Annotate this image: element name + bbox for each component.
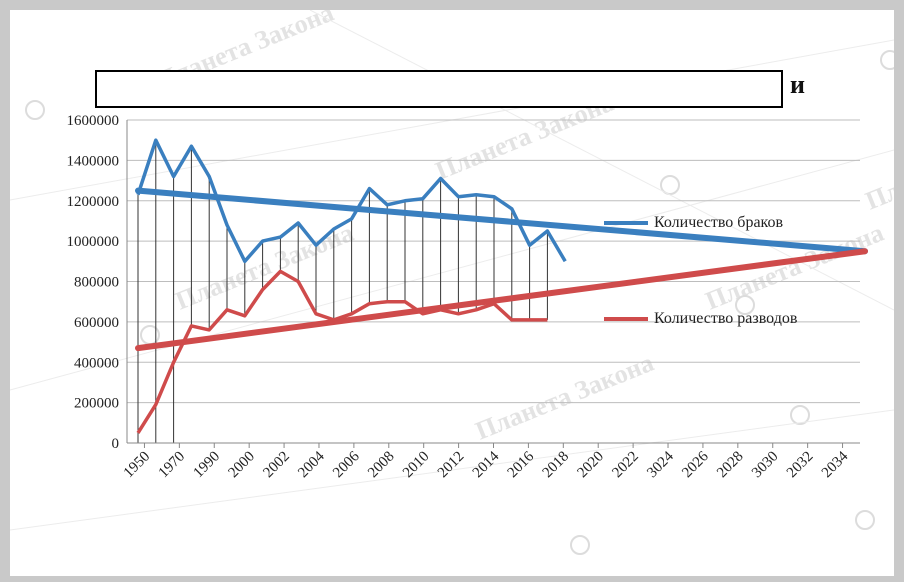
y-tick-label: 800000 [74, 275, 119, 291]
x-tick-label: 2006 [330, 448, 363, 481]
y-tick-label: 200000 [74, 396, 119, 412]
series-line-divorces [136, 269, 548, 434]
x-tick-label: 2008 [365, 449, 398, 482]
y-tick-label: 0 [112, 436, 120, 452]
watermark-logo-icon [735, 295, 755, 315]
x-tick-label: 1990 [191, 449, 224, 482]
y-tick-label: 1000000 [67, 234, 120, 250]
x-tick-label: 2032 [784, 449, 817, 482]
y-tick-label: 600000 [74, 315, 119, 331]
x-tick-label: 3024 [644, 448, 677, 481]
legend-label-marriages: Количество браков [654, 214, 784, 231]
drop-lines [137, 140, 548, 443]
x-tick-label: 1970 [156, 449, 189, 482]
watermark-line [10, 149, 894, 391]
legend-item-divorces: Количество разводов [604, 310, 797, 328]
legend-swatch-marriages [604, 221, 648, 225]
legend-item-marriages: Количество браков [604, 214, 783, 232]
watermark-text: Планета Закона [861, 118, 894, 216]
series-layer [135, 138, 868, 434]
x-tick-label: 2014 [470, 448, 503, 481]
watermark-logo-icon [880, 50, 894, 70]
chart-title-suffix: и [790, 70, 805, 99]
x-tick-label: 2000 [225, 449, 258, 482]
x-tick-label: 2002 [260, 449, 293, 482]
x-tick-label: 2012 [435, 449, 468, 482]
watermark-logo-icon [25, 100, 45, 120]
watermark-logo-icon [660, 175, 680, 195]
legend-swatch-divorces [604, 317, 648, 321]
x-tick-label: 2018 [540, 449, 573, 482]
x-tick-label: 2004 [295, 448, 328, 481]
x-tick-label: 2020 [575, 449, 608, 482]
y-tick-label: 1600000 [67, 113, 120, 129]
x-tick-label: 2028 [714, 449, 747, 482]
x-tick-label: 2034 [819, 448, 852, 481]
trend-line-marriages [135, 187, 868, 255]
watermark-logo-icon [855, 510, 875, 530]
x-tick-label: 2022 [609, 449, 642, 482]
x-tick-label: 2016 [505, 448, 538, 481]
y-tick-label: 1400000 [67, 153, 120, 169]
chart-frame: Планета Закона Планета Закона Планета Зако… [10, 10, 894, 576]
trend-line-divorces [135, 248, 868, 352]
x-tick-label: 2026 [679, 448, 712, 481]
legend: Количество браков Количество разводов [604, 206, 894, 346]
watermark-line [10, 409, 894, 531]
x-tick-label: 3030 [749, 449, 782, 482]
watermark-logo-icon [790, 405, 810, 425]
y-tick-label: 400000 [74, 355, 119, 371]
watermark-logo-icon [570, 535, 590, 555]
series-line-marriages [136, 138, 567, 264]
redacted-title-box [95, 70, 783, 108]
x-tick-label: 1950 [121, 449, 154, 482]
y-tick-label: 1200000 [67, 194, 120, 210]
legend-label-divorces: Количество разводов [654, 310, 798, 327]
